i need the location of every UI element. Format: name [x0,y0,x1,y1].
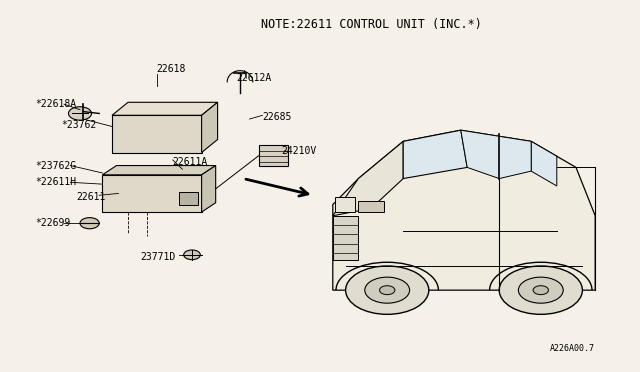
Circle shape [80,218,99,229]
Polygon shape [102,175,202,212]
Circle shape [518,277,563,303]
Text: *23762: *23762 [61,120,96,129]
Text: A226A00.7: A226A00.7 [550,344,595,353]
Polygon shape [112,102,218,115]
Polygon shape [403,130,467,179]
Text: 23771D: 23771D [141,252,176,262]
Text: NOTE:22611 CONTROL UNIT (INC.*): NOTE:22611 CONTROL UNIT (INC.*) [260,18,482,31]
Text: *22618A: *22618A [35,99,76,109]
Text: 22611: 22611 [77,192,106,202]
Circle shape [346,266,429,314]
Bar [358,201,384,212]
Polygon shape [461,130,531,179]
Circle shape [365,277,410,303]
Text: *23762G: *23762G [35,161,76,170]
Polygon shape [333,141,403,216]
Text: *22699: *22699 [35,218,70,228]
Polygon shape [531,141,557,186]
Circle shape [499,266,582,314]
Bar [333,216,358,260]
Circle shape [533,286,548,295]
Polygon shape [112,115,202,153]
Text: 22611A: 22611A [173,157,208,167]
Text: 22685: 22685 [262,112,292,122]
Text: 24210V: 24210V [282,146,317,155]
Polygon shape [102,166,216,175]
Text: 22618: 22618 [157,64,186,74]
Polygon shape [179,192,198,205]
Polygon shape [333,130,595,290]
Text: 22612A: 22612A [237,73,272,83]
Circle shape [68,107,92,120]
Bar [259,145,288,166]
Text: *22611H: *22611H [35,177,76,187]
Bar [335,197,355,212]
Polygon shape [202,166,216,212]
Circle shape [380,286,395,295]
Circle shape [184,250,200,260]
Polygon shape [202,102,218,153]
